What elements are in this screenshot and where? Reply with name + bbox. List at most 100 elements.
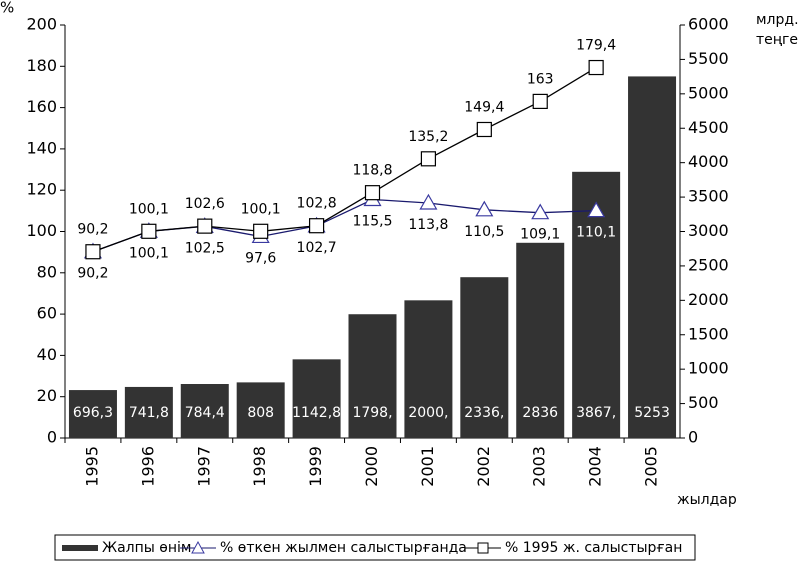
bar-value-label: 2336, bbox=[464, 405, 504, 421]
line-value-label: 115,5 bbox=[352, 213, 392, 229]
legend-label: % өткен жылмен салыстырғанда bbox=[220, 540, 467, 556]
y2-tick-label: 3500 bbox=[688, 187, 729, 206]
line-value-label: 179,4 bbox=[576, 38, 616, 54]
bar bbox=[628, 76, 677, 438]
line-value-label: 110,5 bbox=[464, 224, 504, 240]
x-tick-label: 1998 bbox=[250, 446, 269, 487]
bar bbox=[460, 277, 509, 438]
bar bbox=[348, 314, 397, 438]
x-tick-label: 1999 bbox=[306, 446, 325, 487]
y2-tick-label: 1500 bbox=[688, 324, 729, 343]
line-value-label: 110,1 bbox=[576, 225, 616, 241]
y-tick-label: 40 bbox=[37, 345, 57, 364]
y-tick-label: 60 bbox=[37, 304, 57, 323]
y-tick-label: 100 bbox=[26, 221, 57, 240]
marker bbox=[253, 223, 269, 239]
y2-tick-label: 4000 bbox=[688, 152, 729, 171]
marker bbox=[588, 59, 604, 76]
marker bbox=[531, 203, 550, 220]
bar bbox=[68, 390, 117, 438]
x-tick-label: 2000 bbox=[362, 446, 381, 487]
y2-tick-label: 6000 bbox=[688, 15, 729, 34]
x-tick-label: 1996 bbox=[138, 446, 157, 487]
marker bbox=[420, 151, 437, 167]
bar-value-label: 696,3 bbox=[73, 405, 113, 421]
line bbox=[92, 66, 597, 253]
legend-swatch bbox=[62, 545, 98, 551]
y2-tick-label: 2500 bbox=[688, 255, 729, 274]
line-value-label: 118,8 bbox=[352, 163, 392, 179]
y-tick-label: 0 bbox=[47, 428, 57, 447]
marker bbox=[532, 93, 548, 110]
line-value-label: 102,6 bbox=[185, 196, 225, 212]
line-value-label: 100,1 bbox=[241, 201, 281, 217]
line-value-label: 102,5 bbox=[185, 240, 225, 256]
bar bbox=[124, 386, 173, 438]
y2-axis-label: млрд. теңге bbox=[756, 12, 799, 48]
bar-value-label: 808 bbox=[247, 405, 274, 421]
line-value-label: 100,1 bbox=[129, 245, 169, 261]
bar-value-label: 5253 bbox=[634, 405, 670, 421]
marker bbox=[141, 223, 157, 239]
bar-value-label: 784,4 bbox=[185, 405, 225, 421]
y2-tick-label: 2000 bbox=[688, 290, 729, 309]
y-tick-label: 120 bbox=[26, 180, 57, 199]
x-tick-label: 2002 bbox=[474, 446, 493, 487]
marker bbox=[197, 218, 213, 234]
marker bbox=[475, 200, 494, 217]
x-tick-label: 1997 bbox=[194, 446, 213, 487]
y2-tick-label: 5000 bbox=[688, 83, 729, 102]
y2-tick-label: 500 bbox=[688, 393, 719, 412]
bar-value-label: 2836 bbox=[522, 405, 558, 421]
line-value-label: 102,7 bbox=[297, 240, 337, 256]
y-tick-label: 80 bbox=[37, 262, 57, 281]
y2-tick-label: 1000 bbox=[688, 359, 729, 378]
x-tick-label: 2005 bbox=[642, 446, 661, 487]
y-tick-label: 20 bbox=[37, 386, 57, 405]
x-tick-label: 1995 bbox=[82, 446, 101, 487]
legend-label: Жалпы өнім bbox=[102, 540, 191, 556]
bar-value-label: 2000, bbox=[408, 405, 448, 421]
x-tick-label: 2001 bbox=[418, 446, 437, 487]
line-value-label: 109,1 bbox=[520, 227, 560, 243]
x-axis-label: жылдар bbox=[677, 492, 737, 508]
marker bbox=[364, 185, 381, 201]
legend-label: % 1995 ж. салыстырған bbox=[505, 540, 682, 556]
legend-marker bbox=[191, 540, 205, 554]
line-value-label: 90,2 bbox=[77, 222, 108, 238]
bar bbox=[292, 359, 341, 438]
marker bbox=[419, 193, 438, 210]
marker bbox=[587, 201, 606, 218]
y-axis-label: % bbox=[0, 0, 14, 17]
y2-tick-label: 0 bbox=[688, 428, 698, 447]
x-tick-label: 2004 bbox=[586, 446, 605, 487]
y2-tick-label: 3000 bbox=[688, 221, 729, 240]
bar-value-label: 1142,8 bbox=[292, 405, 341, 421]
x-tick-label: 2003 bbox=[530, 446, 549, 487]
bar bbox=[236, 382, 285, 438]
line-value-label: 135,2 bbox=[408, 129, 448, 145]
bar-value-label: 741,8 bbox=[129, 405, 169, 421]
line-value-label: 100,1 bbox=[129, 201, 169, 217]
y2-tick-label: 5500 bbox=[688, 49, 729, 68]
line-value-label: 90,2 bbox=[77, 266, 108, 282]
bar bbox=[516, 242, 565, 438]
y-tick-label: 180 bbox=[26, 56, 57, 75]
marker bbox=[85, 244, 101, 260]
y-tick-label: 160 bbox=[26, 97, 57, 116]
y-tick-label: 140 bbox=[26, 138, 57, 157]
y2-tick-label: 4500 bbox=[688, 118, 729, 137]
line-value-label: 113,8 bbox=[408, 217, 448, 233]
line-value-label: 97,6 bbox=[245, 250, 276, 266]
marker bbox=[476, 121, 492, 138]
legend-box bbox=[54, 534, 696, 561]
legend-marker bbox=[477, 542, 489, 554]
line-value-label: 163 bbox=[527, 71, 554, 87]
line-value-label: 149,4 bbox=[464, 99, 504, 115]
y-tick-label: 200 bbox=[26, 15, 57, 34]
line-value-label: 102,8 bbox=[297, 196, 337, 212]
bar-value-label: 3867, bbox=[576, 405, 616, 421]
bar-value-label: 1798, bbox=[352, 405, 392, 421]
